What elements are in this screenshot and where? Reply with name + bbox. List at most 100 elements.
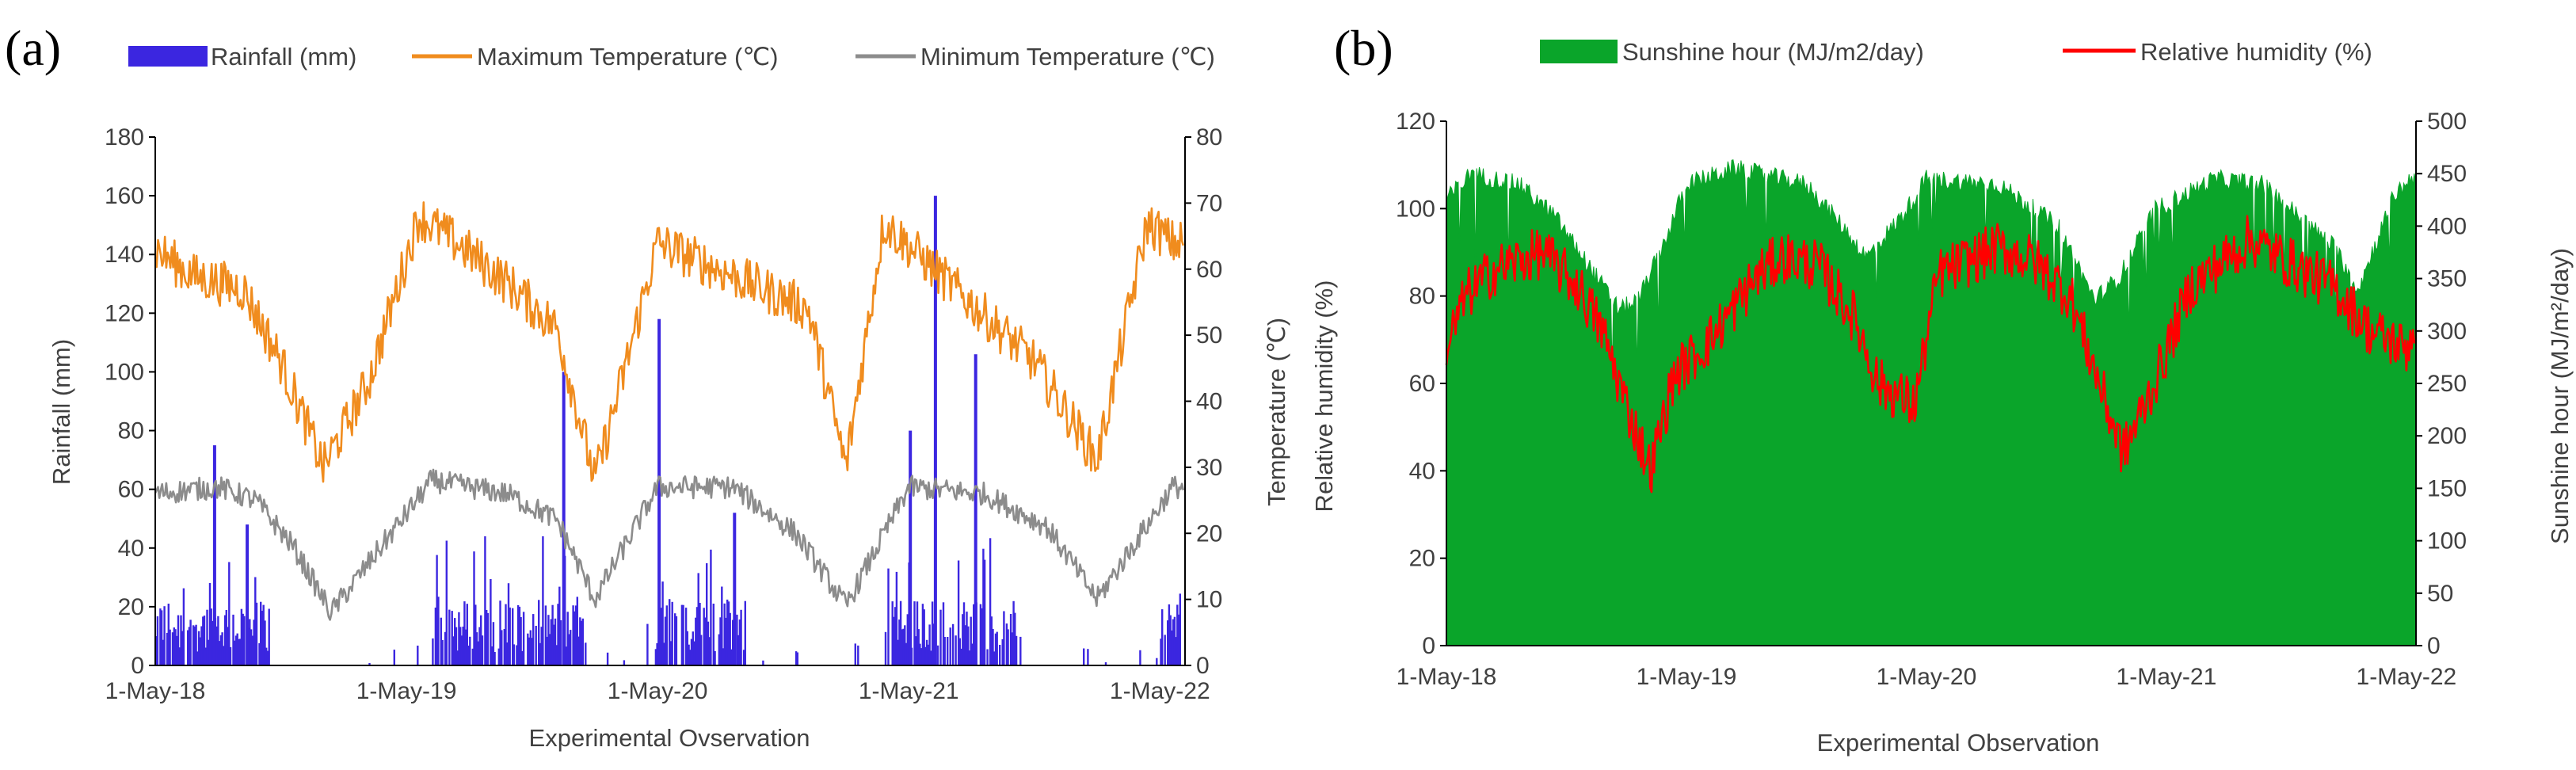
rainfall-bar [532,614,535,665]
rainfall-bar [989,538,992,665]
rainfall-bar [1014,612,1016,665]
rainfall-bar [656,642,658,665]
rainfall-spike-bar [562,372,566,665]
panel-b-right-tick-label: 150 [2427,475,2467,501]
rainfall-bar [904,625,906,665]
rainfall-bar [664,616,667,665]
rainfall-bar [456,650,459,665]
rainfall-bar [996,631,998,665]
rainfall-bar [264,620,266,665]
rainfall-bar [721,586,723,665]
rainfall-bar [719,617,722,665]
rainfall-bar [553,624,555,665]
rainfall-bar [486,610,488,665]
panel-a-left-axis-title: Rainfall (mm) [48,339,75,485]
rainfall-bar [1167,620,1169,665]
rainfall-bar [576,597,578,665]
rainfall-spike-bar [657,318,661,665]
panel-a-right-tick-label: 20 [1196,520,1222,547]
rainfall-bar [221,632,223,665]
rainfall-bar [686,631,688,665]
rainfall-bar [206,609,208,665]
rainfall-bar [936,645,939,665]
rainfall-bar [167,604,170,665]
rainfall-bar [570,630,572,665]
rainfall-bar [492,622,495,665]
panel-b-x-axis-title: Experimental Observation [1817,729,2100,757]
panel-b-left-axis-title: Relative humidity (%) [1310,280,1338,513]
panel-b-label: (b) [1334,20,1393,76]
rainfall-bar [891,601,894,665]
rainfall-bar [240,608,243,665]
rainfall-bar [531,638,533,665]
rainfall-bar [478,627,481,665]
legend-swatch-rainfall [128,46,208,67]
legend-label-sunshine: Sunshine hour (MJ/m2/day) [1622,38,1924,66]
rainfall-bar [160,610,163,665]
panel-b-right-tick-label: 350 [2427,266,2467,292]
rainfall-bar [939,609,942,665]
rainfall-bar [437,597,440,665]
rainfall-bar [539,642,542,665]
rainfall-bar [444,631,447,665]
panel-a-left-tick-label: 120 [105,300,144,326]
rainfall-bar [661,581,664,665]
panel-b-right-tick-label: 500 [2427,109,2467,135]
rainfall-bar [857,645,859,665]
panel-b-left-tick-label: 40 [1409,458,1435,484]
rainfall-bar [481,635,484,665]
rainfall-bar [528,637,531,665]
rainfall-bar [522,612,525,665]
rainfall-bar [967,626,970,665]
rainfall-bar [501,630,503,665]
rainfall-bar [196,651,199,665]
rainfall-bar [707,621,710,665]
rainfall-bar [566,612,569,665]
rainfall-bar [155,636,158,665]
rainfall-bar [445,540,448,665]
rainfall-bar [574,611,576,665]
rainfall-bar [393,650,395,665]
rainfall-bar [727,601,730,665]
rainfall-bar [695,607,699,665]
rainfall-bar [674,613,676,665]
legend-label-rainfall: Rainfall (mm) [211,43,356,71]
rainfall-bar [473,551,475,665]
rainfall-bar [932,623,935,665]
rainfall-bar [518,606,521,665]
rainfall-bar [1015,635,1018,665]
rainfall-bar [199,637,201,665]
panel-b-left-tick-label: 80 [1409,284,1435,310]
rainfall-bar [162,639,165,665]
panel-b-left-tick-label: 20 [1409,546,1435,572]
rainfall-bar [669,599,671,665]
panel-a-left-tick-label: 180 [105,124,144,151]
rainfall-bar [1172,619,1175,665]
rainfall-bar [242,613,244,665]
legend-label-max-temp: Maximum Temperature (℃) [477,43,779,71]
rainfall-bar [268,608,270,665]
rainfall-bar [925,639,928,665]
rainfall-bar [928,624,931,665]
rainfall-bar [486,612,490,665]
rainfall-bar [218,641,221,665]
rainfall-bar [919,643,921,665]
rainfall-bar [516,645,518,665]
rainfall-bar [1104,662,1107,665]
rainfall-bar [181,631,184,665]
min-temperature-line [154,468,1185,621]
rainfall-bar [729,612,731,665]
rainfall-bar [458,612,460,665]
panel-b-left-tick-label: 100 [1396,196,1435,222]
rainfall-bar [708,637,711,665]
panel-a-right-tick-label: 40 [1196,389,1222,415]
rainfall-bar [704,617,707,665]
rainfall-bar [1012,600,1015,665]
panel-a-right-tick-label: 70 [1196,190,1222,216]
rainfall-bar [942,602,945,665]
panel-b-right-tick-label: 0 [2427,633,2441,659]
rainfall-bar [505,604,507,665]
rainfall-bar [217,616,219,665]
rainfall-bar [606,652,609,665]
